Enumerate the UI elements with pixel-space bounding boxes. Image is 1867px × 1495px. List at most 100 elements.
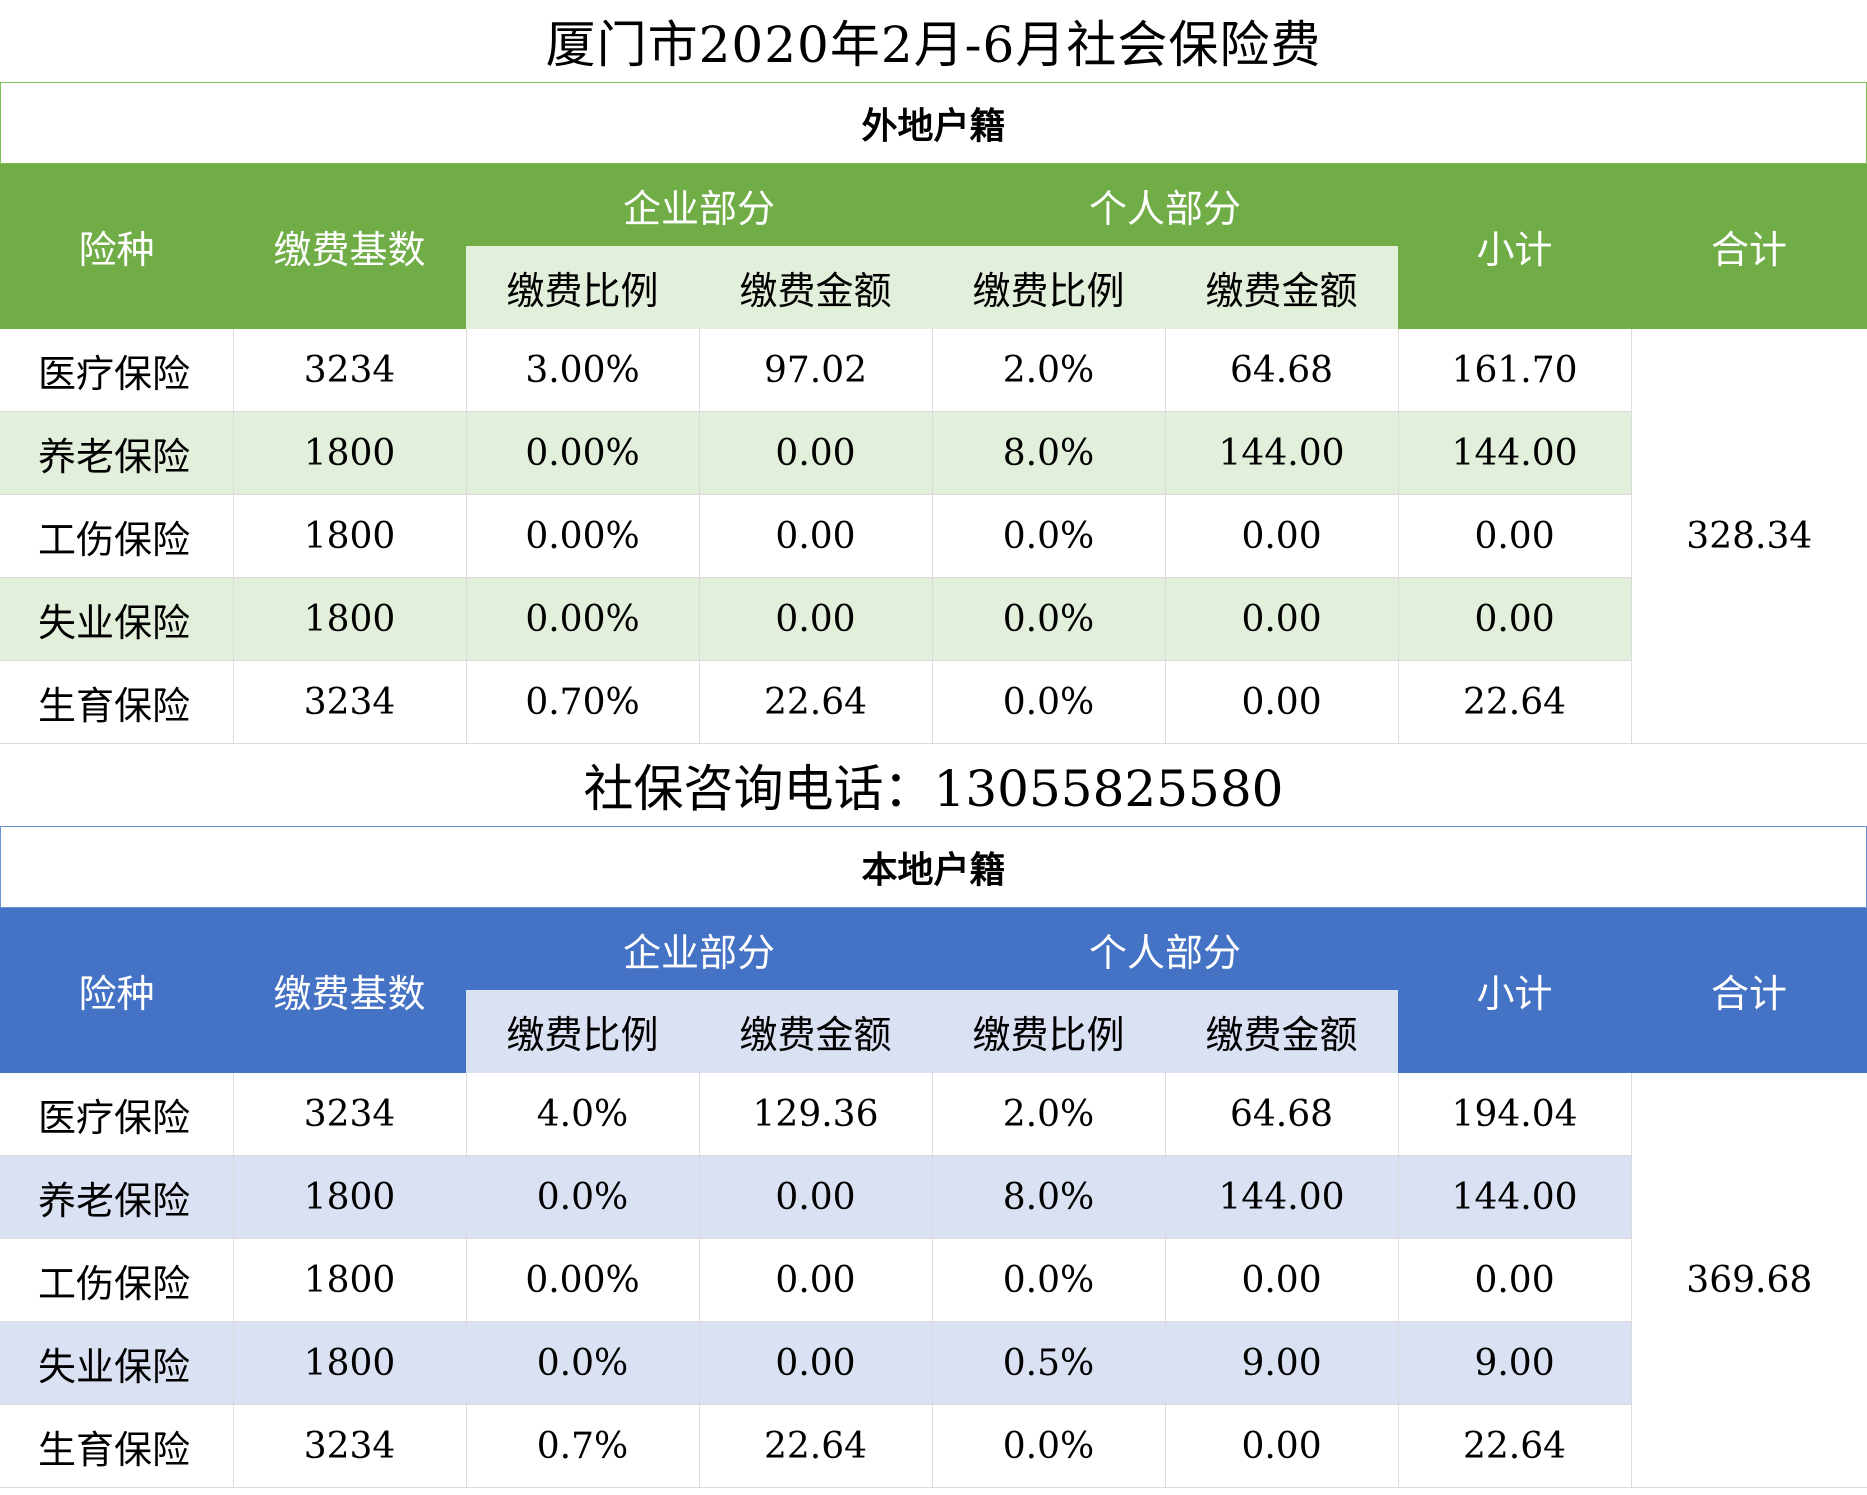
header-total: 合计	[1631, 164, 1867, 329]
row-company-rate: 3.00%	[466, 329, 700, 412]
row-company-rate: 0.7%	[466, 1404, 700, 1488]
row-personal-rate: 0.0%	[932, 577, 1166, 661]
header-subtotal: 小计	[1398, 164, 1632, 329]
row-company-amount: 0.00	[699, 1155, 933, 1239]
row-company-amount: 97.02	[699, 329, 933, 412]
table-row: 生育保险 3234 0.7% 22.64 0.0% 0.00 22.64	[0, 1404, 1867, 1488]
row-personal-amount: 64.68	[1165, 1073, 1399, 1156]
row-base: 3234	[233, 1404, 467, 1488]
section-label-nonlocal: 外地户籍	[0, 82, 1867, 164]
row-subtotal: 22.64	[1398, 1404, 1632, 1488]
row-company-amount: 129.36	[699, 1073, 933, 1156]
row-base: 3234	[233, 329, 467, 412]
header-personal-amount: 缴费金额	[1165, 246, 1399, 329]
row-personal-amount: 64.68	[1165, 329, 1399, 412]
header-total: 合计	[1631, 908, 1867, 1073]
table-row: 生育保险 3234 0.70% 22.64 0.0% 0.00 22.64	[0, 660, 1867, 744]
row-personal-amount: 0.00	[1165, 577, 1399, 661]
header-company-rate: 缴费比例	[466, 246, 699, 329]
row-personal-amount: 9.00	[1165, 1321, 1399, 1405]
row-type: 失业保险	[0, 577, 234, 661]
row-type: 医疗保险	[0, 1073, 234, 1156]
row-subtotal: 0.00	[1398, 1238, 1632, 1322]
header-company: 企业部分	[466, 164, 933, 246]
row-company-rate: 0.0%	[466, 1155, 700, 1239]
row-subtotal: 144.00	[1398, 1155, 1632, 1239]
table-row: 工伤保险 1800 0.00% 0.00 0.0% 0.00 0.00	[0, 1238, 1867, 1322]
row-type: 失业保险	[0, 1321, 234, 1405]
row-subtotal: 194.04	[1398, 1073, 1632, 1156]
table-row: 医疗保险 3234 4.0% 129.36 2.0% 64.68 194.04 …	[0, 1073, 1867, 1488]
row-personal-rate: 8.0%	[932, 1155, 1166, 1239]
row-type: 生育保险	[0, 660, 234, 744]
header-personal-amount: 缴费金额	[1165, 990, 1399, 1073]
row-subtotal: 0.00	[1398, 577, 1632, 661]
row-type: 工伤保险	[0, 494, 234, 578]
header-type: 险种	[0, 908, 233, 1073]
row-company-rate: 0.00%	[466, 1238, 700, 1322]
row-company-amount: 0.00	[699, 494, 933, 578]
table-row: 失业保险 1800 0.00% 0.00 0.0% 0.00 0.00	[0, 577, 1867, 661]
row-base: 1800	[233, 577, 467, 661]
section-label-local: 本地户籍	[0, 826, 1867, 908]
row-base: 1800	[233, 1321, 467, 1405]
row-personal-amount: 144.00	[1165, 411, 1399, 495]
table-row: 养老保险 1800 0.0% 0.00 8.0% 144.00 144.00	[0, 1155, 1867, 1239]
row-base: 1800	[233, 1238, 467, 1322]
header-company-amount: 缴费金额	[699, 246, 933, 329]
row-personal-rate: 0.0%	[932, 1404, 1166, 1488]
header-personal: 个人部分	[932, 908, 1399, 990]
header-company-amount: 缴费金额	[699, 990, 933, 1073]
row-type: 养老保险	[0, 411, 234, 495]
grand-total: 369.68	[1631, 1073, 1867, 1488]
row-company-rate: 0.0%	[466, 1321, 700, 1405]
row-company-amount: 22.64	[699, 660, 933, 744]
row-personal-amount: 0.00	[1165, 1238, 1399, 1322]
row-base: 3234	[233, 660, 467, 744]
row-personal-amount: 0.00	[1165, 1404, 1399, 1488]
page-title: 厦门市2020年2月-6月社会保险费	[545, 16, 1322, 74]
header-type: 险种	[0, 164, 233, 329]
row-company-amount: 0.00	[699, 411, 933, 495]
header-personal-rate: 缴费比例	[932, 990, 1166, 1073]
header-company-rate: 缴费比例	[466, 990, 699, 1073]
table-row: 养老保险 1800 0.00% 0.00 8.0% 144.00 144.00	[0, 411, 1867, 495]
row-base: 1800	[233, 494, 467, 578]
row-company-rate: 4.0%	[466, 1073, 700, 1156]
row-company-amount: 22.64	[699, 1404, 933, 1488]
row-personal-amount: 0.00	[1165, 494, 1399, 578]
table-row: 工伤保险 1800 0.00% 0.00 0.0% 0.00 0.00	[0, 494, 1867, 578]
row-company-amount: 0.00	[699, 1321, 933, 1405]
row-subtotal: 9.00	[1398, 1321, 1632, 1405]
table-row: 失业保险 1800 0.0% 0.00 0.5% 9.00 9.00	[0, 1321, 1867, 1405]
header-personal: 个人部分	[932, 164, 1399, 246]
header-base: 缴费基数	[233, 908, 466, 1073]
row-base: 1800	[233, 411, 467, 495]
row-personal-rate: 0.0%	[932, 1238, 1166, 1322]
grand-total: 328.34	[1631, 329, 1867, 744]
row-company-amount: 0.00	[699, 577, 933, 661]
table-local: 险种 缴费基数 企业部分 个人部分 小计 合计 缴费比例 缴费金额 缴费比例 缴…	[0, 908, 1867, 1488]
row-subtotal: 161.70	[1398, 329, 1632, 412]
header-personal-rate: 缴费比例	[932, 246, 1166, 329]
row-subtotal: 144.00	[1398, 411, 1632, 495]
table-row: 医疗保险 3234 3.00% 97.02 2.0% 64.68 161.70 …	[0, 329, 1867, 744]
row-type: 医疗保险	[0, 329, 234, 412]
row-personal-rate: 0.0%	[932, 660, 1166, 744]
row-company-rate: 0.00%	[466, 411, 700, 495]
table-nonlocal: 险种 缴费基数 企业部分 个人部分 小计 合计 缴费比例 缴费金额 缴费比例 缴…	[0, 164, 1867, 744]
row-personal-amount: 0.00	[1165, 660, 1399, 744]
row-subtotal: 0.00	[1398, 494, 1632, 578]
contact-phone: 社保咨询电话：13055825580	[583, 760, 1284, 818]
row-type: 生育保险	[0, 1404, 234, 1488]
header-subtotal: 小计	[1398, 908, 1632, 1073]
row-personal-rate: 0.5%	[932, 1321, 1166, 1405]
row-company-rate: 0.70%	[466, 660, 700, 744]
row-personal-amount: 144.00	[1165, 1155, 1399, 1239]
row-base: 1800	[233, 1155, 467, 1239]
row-type: 工伤保险	[0, 1238, 234, 1322]
row-personal-rate: 2.0%	[932, 1073, 1166, 1156]
row-personal-rate: 2.0%	[932, 329, 1166, 412]
row-base: 3234	[233, 1073, 467, 1156]
